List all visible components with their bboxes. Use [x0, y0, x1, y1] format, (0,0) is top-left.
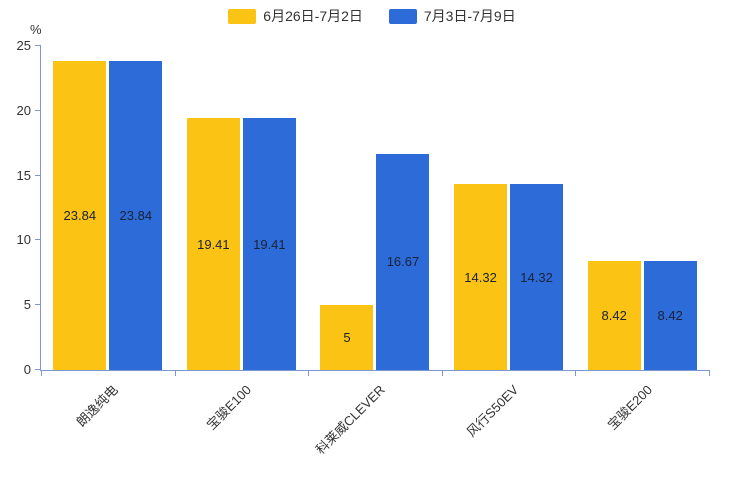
legend-label: 6月26日-7月2日: [263, 8, 363, 24]
bar-value-label: 23.84: [63, 208, 97, 224]
bar[interactable]: 23.84: [109, 61, 163, 370]
y-axis-tick-label: 10: [16, 232, 31, 248]
bars-layer: 23.84 23.84 19.41 19.41 5 16.67 14.32 14.32 8.42…: [41, 46, 709, 370]
y-axis-tick: [35, 239, 41, 241]
y-axis-tick: [35, 45, 41, 46]
x-axis-tick: [575, 370, 577, 376]
y-axis-unit-label: %: [30, 22, 42, 37]
bar[interactable]: 19.41: [186, 118, 240, 370]
y-axis-tick-label: 0: [23, 362, 31, 377]
x-axis-tick: [308, 370, 310, 376]
bar[interactable]: 19.41: [242, 118, 296, 370]
bar-group: 5 16.67: [320, 153, 430, 370]
bar-group: 8.42 8.42: [587, 260, 697, 370]
x-axis-label: 科莱威CLEVER: [312, 382, 388, 458]
y-axis-tick: [35, 174, 41, 176]
legend-item[interactable]: 7月3日-7月9日: [388, 6, 516, 26]
bar-value-label: 16.67: [386, 254, 420, 270]
x-axis-label: 宝骏E100: [203, 382, 255, 433]
legend: 6月26日-7月2日 7月3日-7月9日: [0, 6, 744, 26]
y-axis-tick-label: 15: [16, 167, 31, 183]
x-axis-tick: [709, 370, 710, 376]
bar-group: 14.32 14.32: [454, 184, 564, 370]
bar-value-label: 8.42: [657, 307, 683, 323]
bar[interactable]: 5: [320, 305, 374, 370]
y-axis-tick-label: 25: [16, 38, 31, 53]
y-axis-tick: [35, 369, 41, 370]
legend-label: 7月3日-7月9日: [423, 8, 516, 24]
x-axis-label: 宝骏E200: [604, 382, 655, 433]
bar[interactable]: 23.84: [53, 61, 107, 370]
x-axis-tick: [41, 370, 42, 376]
bar-value-label: 14.32: [464, 269, 497, 285]
y-axis-tick-label: 20: [16, 102, 31, 118]
bar-value-label: 5: [343, 330, 351, 346]
bar[interactable]: 8.42: [587, 260, 641, 370]
bar-value-label: 19.41: [253, 236, 286, 252]
bar-value-label: 14.32: [520, 269, 553, 285]
x-axis-label: 风行S50EV: [463, 382, 522, 440]
bar[interactable]: 14.32: [510, 184, 564, 370]
bar[interactable]: 8.42: [643, 260, 697, 370]
plot-area: 23.84 23.84 19.41 19.41 5 16.67 14.32 14.32 8.42…: [17, 38, 710, 457]
legend-swatch: [228, 8, 257, 24]
legend-item[interactable]: 6月26日-7月2日: [228, 6, 363, 26]
bar[interactable]: 16.67: [376, 153, 430, 370]
bar-group: 23.84 23.84: [53, 61, 163, 370]
bar-value-label: 8.42: [601, 307, 627, 323]
x-axis-tick: [174, 370, 176, 376]
bar[interactable]: 14.32: [454, 184, 508, 370]
bar-value-label: 23.84: [119, 208, 153, 224]
y-axis-tick-label: 5: [23, 297, 31, 313]
bar-group: 19.41 19.41: [186, 118, 296, 370]
x-axis-label: 朗逸纯电: [73, 382, 121, 430]
legend-swatch: [388, 8, 417, 24]
bar-value-label: 19.41: [197, 236, 230, 252]
y-axis-tick: [35, 109, 41, 111]
y-axis-tick: [35, 304, 41, 306]
x-axis-tick: [441, 370, 443, 376]
